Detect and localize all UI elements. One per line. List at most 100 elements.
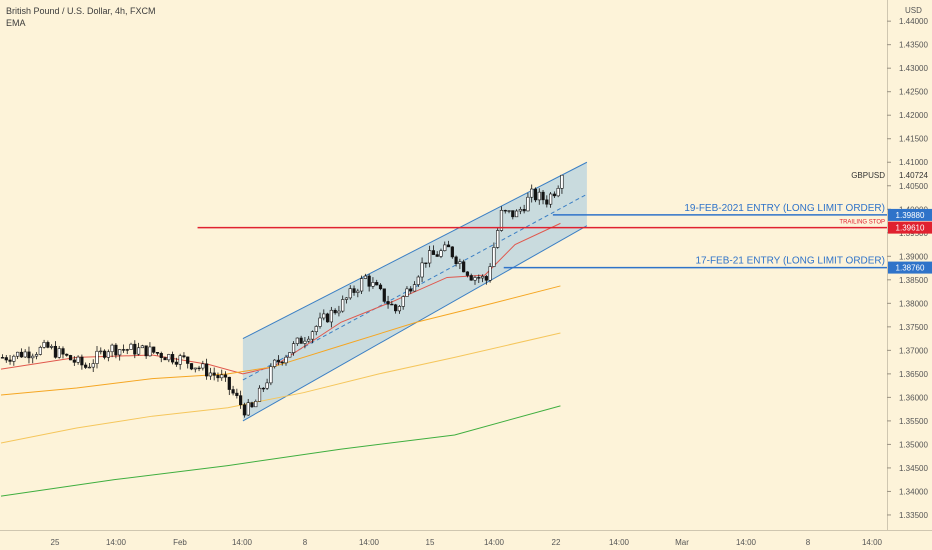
candle <box>337 310 341 314</box>
x-tick-label: 25 <box>51 538 60 547</box>
chart-symbol-title[interactable]: British Pound / U.S. Dollar, 4h, FXCM <box>6 6 156 16</box>
candle <box>556 188 560 197</box>
candle <box>477 277 481 279</box>
candle <box>280 361 284 364</box>
candle <box>159 353 163 358</box>
candle <box>284 356 288 364</box>
x-tick-label: Mar <box>675 538 689 547</box>
candle <box>446 244 451 248</box>
candle <box>53 345 58 358</box>
candle <box>405 288 409 297</box>
candle <box>212 372 216 376</box>
candle <box>412 284 417 292</box>
candle <box>87 366 92 369</box>
y-tick-label: 1.33500 <box>899 511 928 520</box>
candle <box>91 363 95 368</box>
x-tick-label: 14:00 <box>359 538 380 547</box>
candle <box>178 355 182 365</box>
candle <box>431 250 436 255</box>
candle <box>80 356 84 366</box>
candle <box>99 350 103 353</box>
candle <box>397 306 402 312</box>
y-tick-label: 1.34000 <box>899 487 928 496</box>
candle <box>363 275 367 279</box>
x-tick-label: 8 <box>303 538 308 547</box>
candle <box>174 361 178 365</box>
candle <box>480 276 485 279</box>
candle <box>65 353 69 356</box>
candle <box>514 210 519 218</box>
y-tick-label: 1.34500 <box>899 464 928 473</box>
candle <box>288 352 292 358</box>
y-tick-label: 1.38000 <box>899 299 928 308</box>
candle <box>341 299 345 312</box>
y-tick-label: 1.37500 <box>899 323 928 332</box>
candle <box>4 357 8 361</box>
candle <box>420 262 424 278</box>
candle <box>469 275 473 281</box>
candle <box>428 250 432 264</box>
candle <box>189 363 194 370</box>
candle <box>465 271 470 276</box>
candle <box>499 209 504 231</box>
x-tick-label: 14:00 <box>609 538 630 547</box>
candle <box>227 376 231 390</box>
candle <box>231 389 235 394</box>
candle <box>114 344 118 356</box>
candle <box>152 346 156 353</box>
candle <box>401 296 405 307</box>
candle <box>72 359 76 363</box>
y-tick-label: 1.43500 <box>899 41 928 50</box>
candle <box>314 326 318 333</box>
indicator-label[interactable]: EMA <box>6 18 26 28</box>
candle <box>291 343 296 353</box>
currency-label: USD <box>905 6 922 15</box>
candle <box>378 284 383 290</box>
x-tick-label: 22 <box>552 538 561 547</box>
candle <box>136 347 141 355</box>
candle <box>371 282 375 287</box>
candle <box>16 351 20 357</box>
candle <box>435 254 439 257</box>
x-tick-label: Feb <box>173 538 187 547</box>
candle <box>129 343 133 350</box>
candle <box>144 345 148 357</box>
candle <box>454 256 458 265</box>
entry-label: 17-FEB-21 ENTRY (LONG LIMIT ORDER) <box>696 256 886 267</box>
candle <box>522 209 526 212</box>
candle <box>518 209 522 212</box>
candle <box>333 309 337 314</box>
candle <box>416 276 420 285</box>
y-tick-label: 1.36500 <box>899 370 928 379</box>
candle <box>552 193 556 197</box>
candle <box>424 262 428 264</box>
candle <box>257 387 262 402</box>
candle <box>8 359 12 362</box>
candle <box>239 395 243 406</box>
price-tag-label: 1.38760 <box>896 264 925 273</box>
candle <box>235 392 239 396</box>
candle <box>344 297 349 300</box>
candle <box>352 288 356 293</box>
candle <box>511 210 515 218</box>
candle <box>205 363 209 377</box>
candle <box>530 188 534 198</box>
candle <box>133 343 137 355</box>
y-tick-label: 1.37000 <box>899 346 928 355</box>
candle <box>163 357 167 361</box>
candle <box>42 342 46 348</box>
candle <box>295 337 299 344</box>
candle <box>303 340 307 344</box>
candle <box>526 196 530 212</box>
y-tick-label: 1.35000 <box>899 440 928 449</box>
candle <box>533 188 538 201</box>
candle <box>382 288 386 302</box>
candle <box>50 345 54 348</box>
candle <box>367 275 371 287</box>
y-tick-label: 1.38500 <box>899 276 928 285</box>
candle <box>27 351 31 359</box>
candle <box>186 356 190 364</box>
candle <box>356 290 360 293</box>
